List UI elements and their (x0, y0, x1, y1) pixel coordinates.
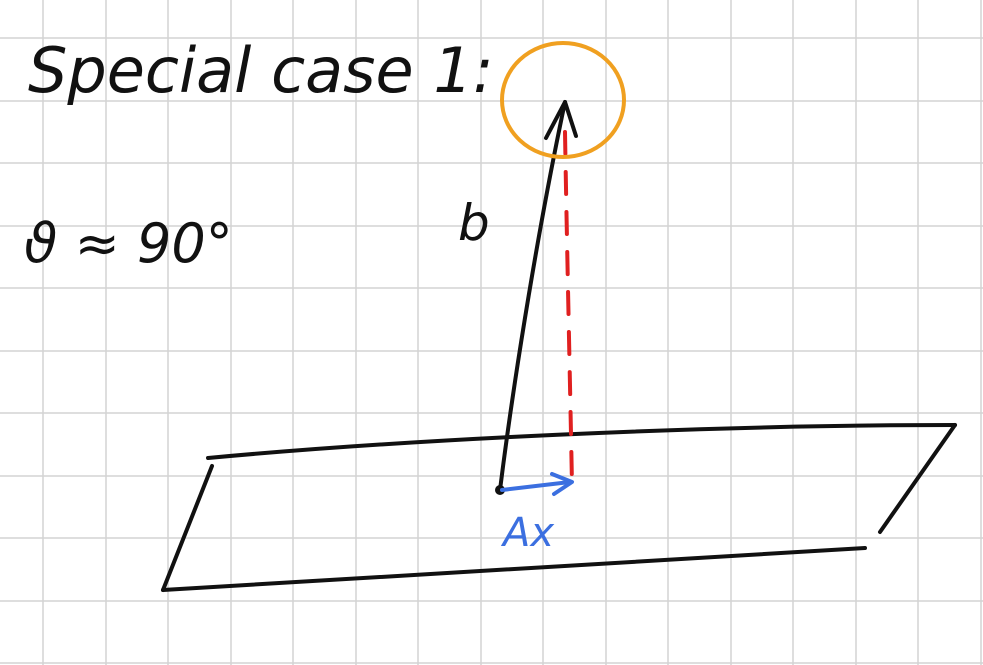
highlight-circle (500, 41, 626, 159)
plane-shape (161, 423, 957, 592)
projection-shaft (500, 480, 572, 492)
vector-b-label: b (458, 194, 490, 252)
plane-left-edge (161, 464, 214, 592)
projection-label: Ax (500, 510, 554, 556)
perpendicular-dashed-line (563, 130, 574, 487)
plane-top-edge (206, 423, 957, 460)
projection-arrowhead (550, 472, 574, 496)
plane-bottom-edge (161, 546, 867, 592)
heading-text: Special case 1: (28, 34, 494, 107)
angle-label: ϑ ≈ 90° (24, 212, 233, 275)
plane-right-edge (878, 423, 957, 534)
vector-b-shaft (498, 100, 567, 492)
vector-b (498, 100, 578, 492)
vector-b-arrowhead (544, 100, 578, 140)
projection-vector-ax (500, 472, 574, 496)
